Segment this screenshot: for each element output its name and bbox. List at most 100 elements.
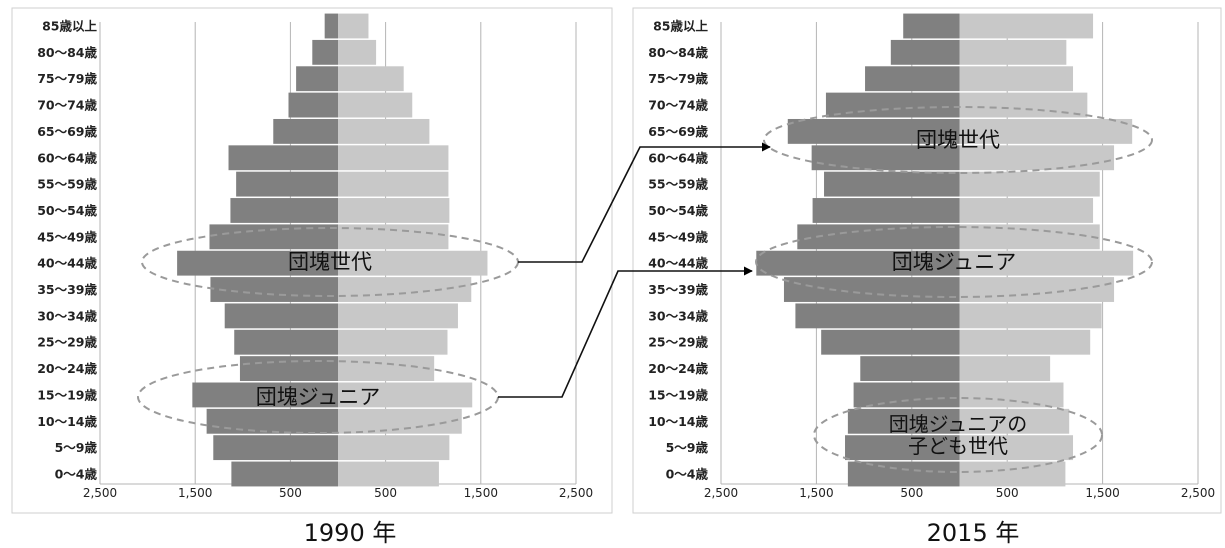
y-tick-label: 40〜44歳 [648,256,708,271]
y-tick-label: 70〜74歳 [648,98,708,113]
bar-right [338,198,450,223]
arrow-dankai-sedai [518,142,771,263]
bar-right [338,277,472,302]
bar-right [338,461,439,487]
y-tick-label: 20〜24歳 [37,361,97,376]
bar-left [192,382,338,408]
y-tick-label: 20〜24歳 [648,361,708,376]
y-tick-label: 15〜19歳 [648,387,708,402]
bar-left [273,118,338,144]
x-tick-label: 1,500 [799,486,833,500]
bar-left [230,198,338,223]
y-tick-label: 25〜29歳 [37,335,97,350]
annotation-label: 団塊ジュニア [892,250,1017,274]
y-tick-label: 55〜59歳 [648,177,708,192]
y-tick-label: 0〜4歳 [55,467,98,482]
x-tick-label: 2,500 [704,486,738,500]
bar-right [338,66,404,92]
annotation-label: 子ども世代 [908,434,1008,458]
y-tick-label: 50〜54歳 [648,203,708,218]
annotation-label: 団塊世代 [916,128,1000,152]
bar-left [288,92,338,118]
bar-left [756,250,960,276]
y-tick-label: 45〜49歳 [648,229,708,244]
y-tick-label: 60〜64歳 [37,150,97,165]
bar-left [210,277,338,302]
y-tick-label: 25〜29歳 [648,335,708,350]
bar-left [296,66,338,92]
y-tick-label: 35〜39歳 [648,282,708,297]
bar-right [338,329,448,355]
bar-left [812,198,960,223]
bar-right [959,250,1134,276]
y-tick-label: 55〜59歳 [37,177,97,192]
annotation-label: 団塊ジュニア [256,385,381,409]
x-tick-label: 1,500 [1085,486,1119,500]
arrow-dankai-junior [498,266,753,398]
bar-left [231,461,338,487]
x-tick-label: 2,500 [83,486,117,500]
bar-left [795,303,960,329]
annotation-label: 団塊世代 [288,250,372,274]
y-tick-label: 75〜79歳 [648,71,708,86]
bar-right [959,224,1100,250]
bar-right [338,145,449,171]
x-tick-label: 2,500 [559,486,593,500]
bar-right [959,39,1067,65]
bar-left [860,356,960,382]
bar-left [209,224,338,250]
bar-left [324,13,338,39]
annotation-label: 団塊ジュニアの [889,412,1028,436]
y-tick-label: 5〜9歳 [666,440,709,455]
bar-right [959,66,1074,92]
x-tick-label: 500 [279,486,302,500]
y-tick-label: 60〜64歳 [648,150,708,165]
bar-right [959,461,1066,487]
bar-left [224,303,338,329]
bar-left [847,408,960,434]
bar-right [338,92,413,118]
bar-left [824,171,960,197]
bar-right [959,118,1133,144]
y-tick-label: 50〜54歳 [37,203,97,218]
annotation-ellipse [755,226,1153,298]
bar-left [853,382,960,408]
bar-right [959,356,1051,382]
bar-left [847,461,960,487]
bar-right [338,13,369,39]
bar-right [338,171,449,197]
y-tick-label: 70〜74歳 [37,98,97,113]
bar-left [797,224,960,250]
bar-right [959,435,1074,461]
bar-right [338,356,435,382]
bar-left [206,408,338,434]
bar-left [312,39,338,65]
bar-right [959,171,1100,197]
bar-right [338,303,458,329]
bar-right [959,329,1091,355]
bar-left [787,118,960,144]
x-tick-label: 2,500 [1181,486,1215,500]
y-tick-label: 0〜4歳 [666,467,709,482]
pyramid-panel-1990: 2,500 1,500 500 500 1,500 2,500 0〜4歳 5〜9歳 10〜14歳… [11,7,613,514]
y-tick-label: 10〜14歳 [37,414,97,429]
bar-right [959,198,1094,223]
y-tick-label: 85歳以上 [42,19,97,34]
y-tick-label: 15〜19歳 [37,387,97,402]
x-tick-label: 500 [900,486,923,500]
y-tick-label: 10〜14歳 [648,414,708,429]
y-tick-label: 65〜69歳 [37,124,97,139]
bar-right [338,408,462,434]
y-tick-label: 35〜39歳 [37,282,97,297]
y-tick-label: 85歳以上 [653,19,708,34]
bar-left [234,329,338,355]
bar-left [236,171,338,197]
y-tick-label: 80〜84歳 [648,45,708,60]
bar-right [959,13,1094,39]
bar-right [338,118,430,144]
y-tick-label: 5〜9歳 [55,440,98,455]
bar-left [783,277,960,302]
bar-left [865,66,960,92]
y-tick-label: 40〜44歳 [37,256,97,271]
bar-right [959,277,1115,302]
